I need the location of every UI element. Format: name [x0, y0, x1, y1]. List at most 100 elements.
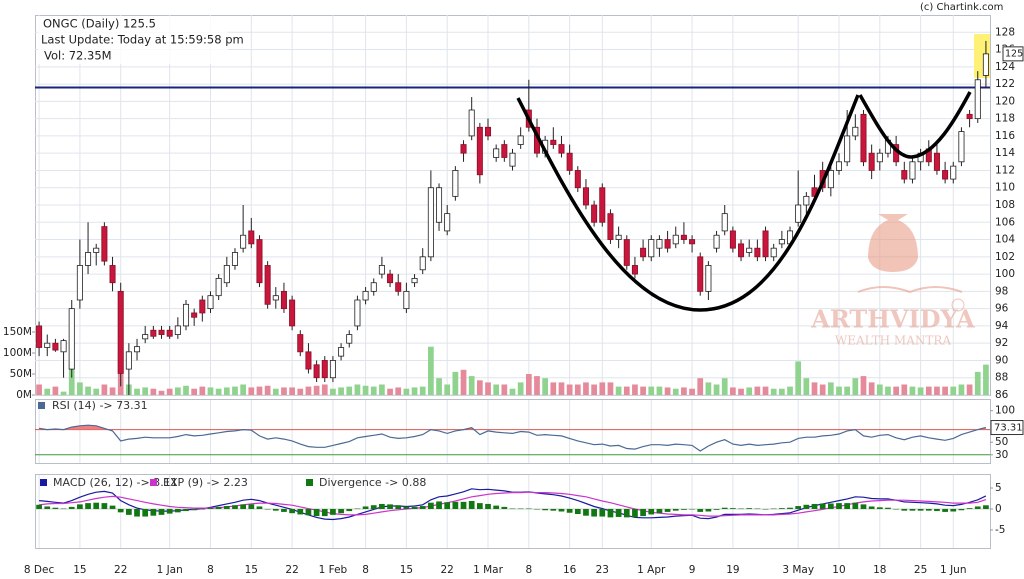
candle-body — [517, 135, 524, 145]
x-tick-label: 15 — [400, 564, 413, 576]
volume-bar — [419, 386, 426, 395]
x-tick-label: 1 Jun — [940, 564, 966, 576]
divergence-bar — [215, 506, 222, 509]
volume-bar — [836, 386, 842, 395]
candle-body — [909, 161, 916, 180]
source: (c) Chartink.com — [920, 2, 1003, 13]
y-tick-label: 86 — [995, 389, 1009, 401]
x-tick-label: 1 Mar — [473, 564, 504, 576]
candle-body — [648, 239, 655, 258]
candle-body — [166, 329, 173, 337]
volume-bar — [321, 384, 328, 395]
volume-layer — [36, 340, 989, 395]
candle-body — [852, 126, 859, 137]
x-tick-label: 23 — [596, 564, 609, 576]
volume-bar — [550, 382, 557, 395]
y-tick-label: 106 — [995, 216, 1015, 228]
x-tick-label: 1 Feb — [319, 564, 348, 576]
divergence-bar — [330, 508, 336, 515]
volume-bar — [232, 386, 238, 395]
volume-bar — [256, 386, 263, 395]
x-tick-label: 19 — [726, 564, 739, 576]
divergence-bar — [183, 508, 189, 512]
volume-bar — [452, 371, 459, 395]
divergence-bar — [338, 508, 344, 514]
divergence-bar — [93, 502, 100, 509]
candle-body — [297, 334, 304, 353]
divergence-bar — [909, 508, 916, 511]
candle-body — [876, 152, 883, 163]
volume-bar — [697, 378, 704, 395]
candle-body — [762, 230, 769, 258]
volume-bar — [909, 386, 916, 395]
candle-body — [827, 170, 834, 189]
divergence-bar — [517, 508, 524, 510]
volume-bar — [525, 374, 532, 395]
candle-body — [631, 265, 638, 275]
candle-body — [721, 213, 728, 232]
divergence-bar — [917, 508, 924, 511]
y-tick-label: 98 — [995, 285, 1008, 297]
volume-bar — [460, 369, 467, 395]
candle-body — [305, 351, 312, 370]
y-tick-label: 120 — [995, 95, 1015, 107]
divergence-bar — [852, 502, 859, 509]
watermark: ARTHVIDYA WEALTH MANTRA — [810, 214, 975, 348]
candle-body — [321, 360, 328, 379]
candle-body — [558, 144, 565, 154]
divergence-bar — [591, 508, 597, 517]
divergence-bar — [558, 508, 565, 512]
rsi-line — [39, 424, 987, 452]
legend-swatch — [306, 479, 313, 486]
candle-body — [378, 265, 385, 275]
volume-bar — [917, 387, 924, 395]
volume-bar — [77, 382, 83, 395]
volume-bar — [509, 388, 516, 395]
x-tick-label: 10 — [832, 564, 845, 576]
volume-readout: Vol: 72.35M — [44, 49, 112, 63]
divergence-bar — [746, 508, 753, 509]
volume-bar — [534, 376, 540, 395]
volume-bar — [681, 387, 687, 395]
y-tick-label: 5 — [995, 482, 1002, 494]
candle-body — [191, 312, 198, 318]
volume-bar — [754, 386, 761, 395]
candle-body — [370, 282, 377, 292]
divergence-bar — [240, 504, 246, 509]
volume-bar — [166, 388, 173, 395]
volume-bar — [868, 382, 875, 395]
watermark-book — [857, 286, 963, 294]
y-tick-label: 0M — [16, 389, 32, 401]
y-tick-label: 90 — [995, 354, 1008, 366]
x-tick-label: 15 — [73, 564, 86, 576]
volume-bar — [566, 384, 573, 395]
y-tick-label: 104 — [995, 234, 1015, 246]
divergence-bar — [126, 508, 132, 515]
candle-body — [142, 334, 149, 340]
divergence-bar — [827, 503, 834, 509]
candle-body — [770, 247, 777, 258]
candle-body — [362, 290, 369, 301]
y-tick-label: 30 — [995, 449, 1008, 461]
volume-bar — [942, 386, 948, 395]
divergence-bar — [395, 505, 402, 509]
volume-bar — [109, 387, 116, 395]
legend-swatch — [150, 479, 157, 486]
divergence-bar — [85, 503, 91, 509]
divergence-bar — [403, 506, 410, 509]
candle-body — [574, 170, 581, 189]
volume-bar — [52, 386, 59, 395]
y-tick-label: 150M — [3, 326, 32, 338]
volume-bar — [974, 371, 981, 395]
volume-bar — [289, 387, 295, 395]
divergence-bar — [574, 508, 581, 515]
divergence-bar — [199, 508, 206, 510]
candle-body — [591, 204, 598, 223]
divergence-bar — [354, 508, 361, 510]
divergence-bar — [566, 508, 573, 513]
divergence-bar — [607, 508, 614, 518]
watermark-name: ARTHVIDYA — [810, 305, 975, 334]
watermark-icon — [868, 214, 918, 272]
divergence-bar — [803, 504, 810, 509]
